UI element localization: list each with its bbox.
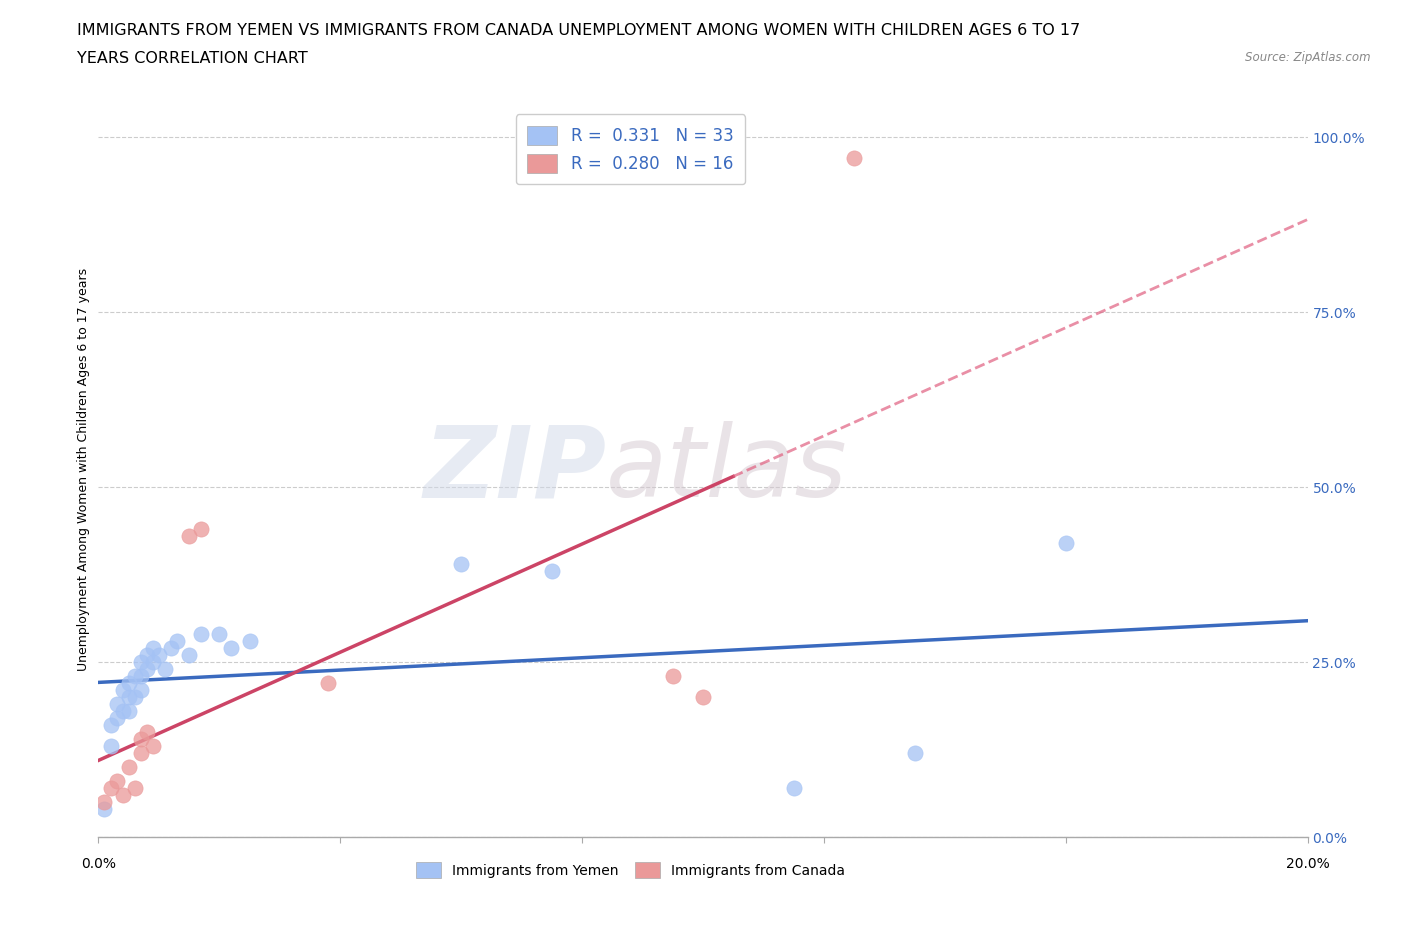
Point bbox=[100, 718, 122, 733]
Text: 0.0%: 0.0% bbox=[82, 857, 115, 870]
Point bbox=[129, 669, 152, 684]
Point bbox=[166, 633, 188, 648]
Y-axis label: Unemployment Among Women with Children Ages 6 to 17 years: Unemployment Among Women with Children A… bbox=[77, 268, 90, 671]
Point bbox=[124, 669, 146, 684]
Point bbox=[142, 655, 165, 670]
Point bbox=[540, 564, 562, 578]
Text: 20.0%: 20.0% bbox=[1285, 857, 1330, 870]
Point bbox=[105, 711, 128, 725]
Text: Source: ZipAtlas.com: Source: ZipAtlas.com bbox=[1246, 51, 1371, 64]
Point bbox=[692, 690, 714, 705]
Point bbox=[904, 746, 927, 761]
Point bbox=[190, 522, 212, 537]
Point bbox=[179, 528, 201, 543]
Text: atlas: atlas bbox=[606, 421, 848, 518]
Point bbox=[105, 697, 128, 711]
Point bbox=[111, 788, 134, 803]
Point bbox=[316, 675, 339, 690]
Point bbox=[1054, 536, 1077, 551]
Point bbox=[450, 557, 472, 572]
Point bbox=[135, 661, 157, 676]
Text: ZIP: ZIP bbox=[423, 421, 606, 518]
Point bbox=[100, 738, 122, 753]
Point bbox=[153, 661, 176, 676]
Point bbox=[118, 704, 141, 719]
Point bbox=[221, 641, 243, 656]
Point bbox=[129, 655, 152, 670]
Point bbox=[100, 780, 122, 795]
Point bbox=[118, 690, 141, 705]
Point bbox=[239, 633, 262, 648]
Point bbox=[129, 683, 152, 698]
Point bbox=[190, 627, 212, 642]
Point bbox=[179, 647, 201, 662]
Point bbox=[118, 760, 141, 775]
Point bbox=[118, 675, 141, 690]
Point bbox=[135, 647, 157, 662]
Point bbox=[93, 802, 115, 817]
Point bbox=[783, 780, 806, 795]
Point bbox=[661, 669, 683, 684]
Point bbox=[844, 151, 866, 166]
Point bbox=[93, 794, 115, 809]
Point bbox=[105, 774, 128, 789]
Point bbox=[124, 780, 146, 795]
Point bbox=[142, 738, 165, 753]
Legend: Immigrants from Yemen, Immigrants from Canada: Immigrants from Yemen, Immigrants from C… bbox=[409, 856, 852, 885]
Point bbox=[124, 690, 146, 705]
Point bbox=[111, 683, 134, 698]
Point bbox=[142, 641, 165, 656]
Point bbox=[148, 647, 170, 662]
Point bbox=[135, 724, 157, 739]
Point bbox=[129, 746, 152, 761]
Point bbox=[111, 704, 134, 719]
Text: IMMIGRANTS FROM YEMEN VS IMMIGRANTS FROM CANADA UNEMPLOYMENT AMONG WOMEN WITH CH: IMMIGRANTS FROM YEMEN VS IMMIGRANTS FROM… bbox=[77, 23, 1081, 38]
Point bbox=[160, 641, 183, 656]
Text: YEARS CORRELATION CHART: YEARS CORRELATION CHART bbox=[77, 51, 308, 66]
Point bbox=[208, 627, 231, 642]
Point bbox=[129, 732, 152, 747]
